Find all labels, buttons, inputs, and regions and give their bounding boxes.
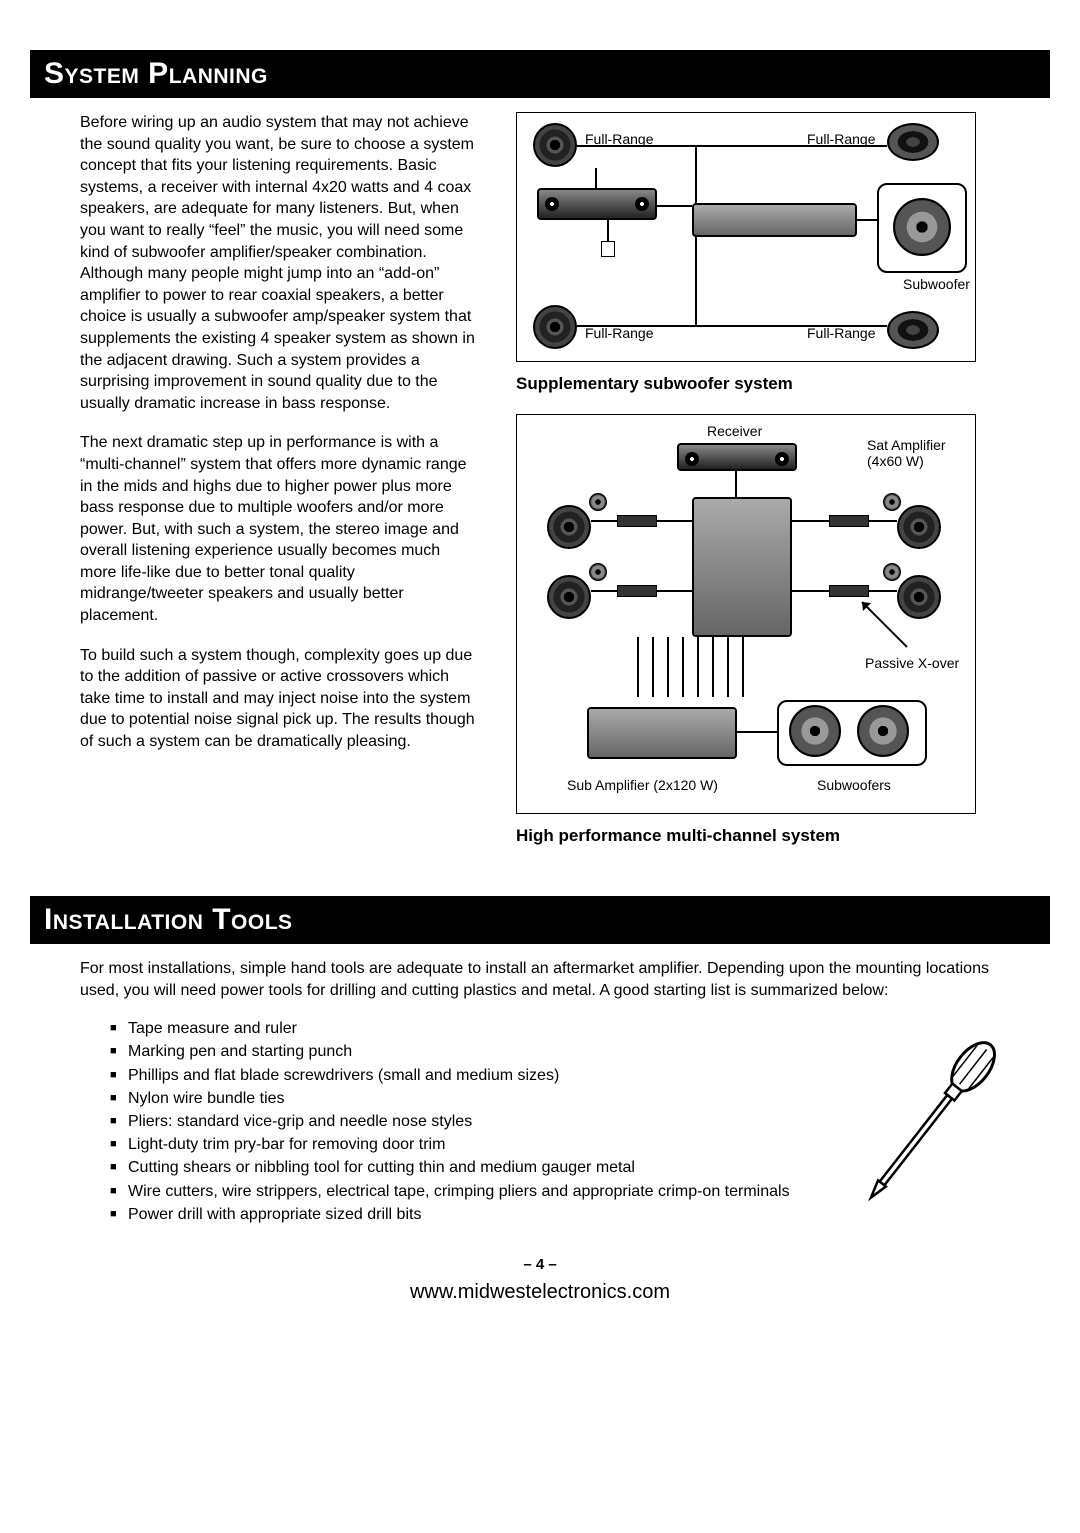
- tools-intro: For most installations, simple hand tool…: [80, 958, 1030, 1001]
- wire: [577, 325, 697, 327]
- subwoofer-cone-icon: [857, 705, 909, 757]
- crossover-icon: [829, 585, 869, 597]
- wire: [697, 637, 699, 697]
- tools-list: Tape measure and ruler Marking pen and s…: [50, 1017, 810, 1226]
- diagram2-caption: High performance multi-channel system: [510, 826, 1030, 846]
- wire: [869, 590, 897, 592]
- wire: [695, 237, 697, 327]
- list-item: Marking pen and starting punch: [110, 1040, 810, 1063]
- receiver-icon: [677, 443, 797, 471]
- crossover-icon: [829, 515, 869, 527]
- list-item: Tape measure and ruler: [110, 1017, 810, 1040]
- subwoofer-cone-icon: [893, 198, 951, 256]
- wire: [657, 590, 692, 592]
- diagram-label: Subwoofers: [817, 777, 891, 793]
- amplifier-icon: [692, 203, 857, 237]
- wire: [607, 220, 609, 242]
- wire: [869, 520, 897, 522]
- tweeter-icon: [589, 563, 607, 581]
- subwoofer-cone-icon: [789, 705, 841, 757]
- wire: [595, 168, 597, 170]
- wire: [727, 637, 729, 697]
- coax-speaker-icon: [887, 123, 939, 161]
- wire: [695, 325, 887, 327]
- screwdriver-illustration: [830, 1017, 1030, 1226]
- planning-diagrams-col: Full-Range Full-Range Subwoofer Full-R: [510, 112, 1030, 866]
- arrow-icon: [857, 597, 917, 657]
- list-item: Light-duty trim pry-bar for removing doo…: [110, 1133, 810, 1156]
- speaker-icon: [547, 575, 591, 619]
- planning-text-col: Before wiring up an audio system that ma…: [50, 112, 480, 866]
- diagram1-caption: Supplementary subwoofer system: [510, 374, 1030, 394]
- speaker-icon: [547, 505, 591, 549]
- wire: [637, 637, 639, 697]
- diagram-label: Sat Amplifier (4x60 W): [867, 437, 967, 469]
- speaker-icon: [533, 123, 577, 167]
- fuse-icon: [601, 241, 615, 257]
- diagram-label: Sub Amplifier (2x120 W): [567, 777, 718, 793]
- coax-speaker-icon: [887, 311, 939, 349]
- list-item: Cutting shears or nibbling tool for cutt…: [110, 1156, 810, 1179]
- planning-row: Before wiring up an audio system that ma…: [50, 112, 1030, 866]
- planning-para-2: The next dramatic step up in performance…: [80, 432, 480, 626]
- wire: [742, 637, 744, 697]
- section-header-planning: System Planning: [30, 50, 1050, 98]
- diagram-label: Subwoofer: [903, 276, 970, 292]
- wire: [737, 731, 777, 733]
- crossover-icon: [617, 515, 657, 527]
- wire: [792, 520, 829, 522]
- planning-para-3: To build such a system though, complexit…: [80, 645, 480, 753]
- wire: [591, 520, 617, 522]
- wire: [735, 471, 737, 497]
- tweeter-icon: [589, 493, 607, 511]
- wire: [657, 205, 692, 207]
- wire: [657, 520, 692, 522]
- tweeter-icon: [883, 493, 901, 511]
- speaker-icon: [897, 505, 941, 549]
- wire: [792, 590, 829, 592]
- diagram-multichannel-system: Receiver Sat Amplifier (4x60 W): [516, 414, 976, 814]
- list-item: Power drill with appropriate sized drill…: [110, 1203, 810, 1226]
- tweeter-icon: [883, 563, 901, 581]
- section-header-tools: Installation Tools: [30, 896, 1050, 944]
- page-number: – 4 –: [50, 1256, 1030, 1273]
- wire: [652, 637, 654, 697]
- wire: [595, 168, 597, 188]
- wire: [695, 145, 697, 203]
- sat-amp-icon: [692, 497, 792, 637]
- planning-para-1: Before wiring up an audio system that ma…: [80, 112, 480, 414]
- diagram-label: Receiver: [707, 423, 762, 439]
- sub-amp-icon: [587, 707, 737, 759]
- footer-url: www.midwestelectronics.com: [50, 1281, 1030, 1304]
- wire: [667, 637, 669, 697]
- list-item: Pliers: standard vice-grip and needle no…: [110, 1110, 810, 1133]
- speaker-icon: [533, 305, 577, 349]
- diagram-label: Full-Range: [585, 325, 653, 341]
- wire: [712, 637, 714, 697]
- wire: [591, 590, 617, 592]
- crossover-icon: [617, 585, 657, 597]
- screwdriver-icon: [845, 1022, 1015, 1222]
- list-item: Phillips and flat blade screwdrivers (sm…: [110, 1064, 810, 1087]
- list-item: Wire cutters, wire strippers, electrical…: [110, 1180, 810, 1203]
- receiver-icon: [537, 188, 657, 220]
- wire: [857, 219, 877, 221]
- diagram-subwoofer-system: Full-Range Full-Range Subwoofer Full-R: [516, 112, 976, 362]
- diagram-label: Passive X-over: [865, 655, 959, 671]
- wire: [695, 145, 887, 147]
- tools-row: Tape measure and ruler Marking pen and s…: [50, 1017, 1030, 1226]
- wire: [682, 637, 684, 697]
- diagram-label: Full-Range: [807, 325, 875, 341]
- list-item: Nylon wire bundle ties: [110, 1087, 810, 1110]
- wire: [577, 145, 697, 147]
